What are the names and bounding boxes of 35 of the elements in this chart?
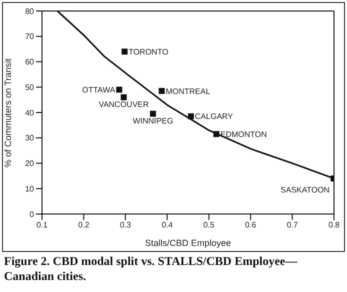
annotation: SASKATOON	[280, 185, 330, 194]
x-tick-label: 0.2	[78, 220, 90, 230]
text: Figure 2. CBD modal split vs. STALLS/CBD Employee—Canadian cities.	[4, 254, 298, 284]
y-tick-label: 60	[25, 58, 35, 67]
y-tick-label: 20	[25, 159, 35, 168]
y-tick-label: 50	[25, 82, 35, 92]
x-tick-label: 0.5	[203, 220, 215, 230]
x-tick-label: 0.4	[162, 220, 174, 230]
point	[158, 88, 165, 94]
annotation: OTTAWA	[82, 86, 116, 94]
point	[122, 48, 128, 55]
annotation: MONTREAL	[166, 86, 211, 96]
point	[120, 94, 127, 100]
annotation: EDMONTON	[220, 130, 268, 139]
point	[150, 110, 156, 117]
x-tick-label: 0.7	[286, 220, 298, 230]
y-axis-title: % of Commuters on Transit	[3, 58, 14, 168]
x-tick-label: 0.3	[120, 220, 132, 230]
y-tick-label: 0	[30, 210, 35, 219]
annotation: VANCOUVER	[98, 100, 150, 109]
point	[188, 113, 194, 120]
x-tick-label: 0.6	[245, 220, 257, 230]
y-tick-label: 80	[25, 6, 35, 16]
point	[213, 131, 220, 138]
annotation: CALGARY	[194, 112, 234, 122]
annotation: TORONTO	[128, 47, 168, 56]
y-tick-label: 70	[25, 32, 35, 42]
point	[116, 86, 122, 93]
y-tick-label: 30	[25, 134, 35, 143]
y-tick-label: 40	[25, 108, 35, 118]
x-tick-label: 0.1	[36, 220, 48, 230]
x-axis-title: Stalls/CBD Employee	[144, 238, 232, 248]
x-tick-label: 0.8	[328, 220, 340, 230]
annotation: WINNIPEG	[132, 116, 174, 126]
y-tick-label: 10	[25, 184, 35, 194]
